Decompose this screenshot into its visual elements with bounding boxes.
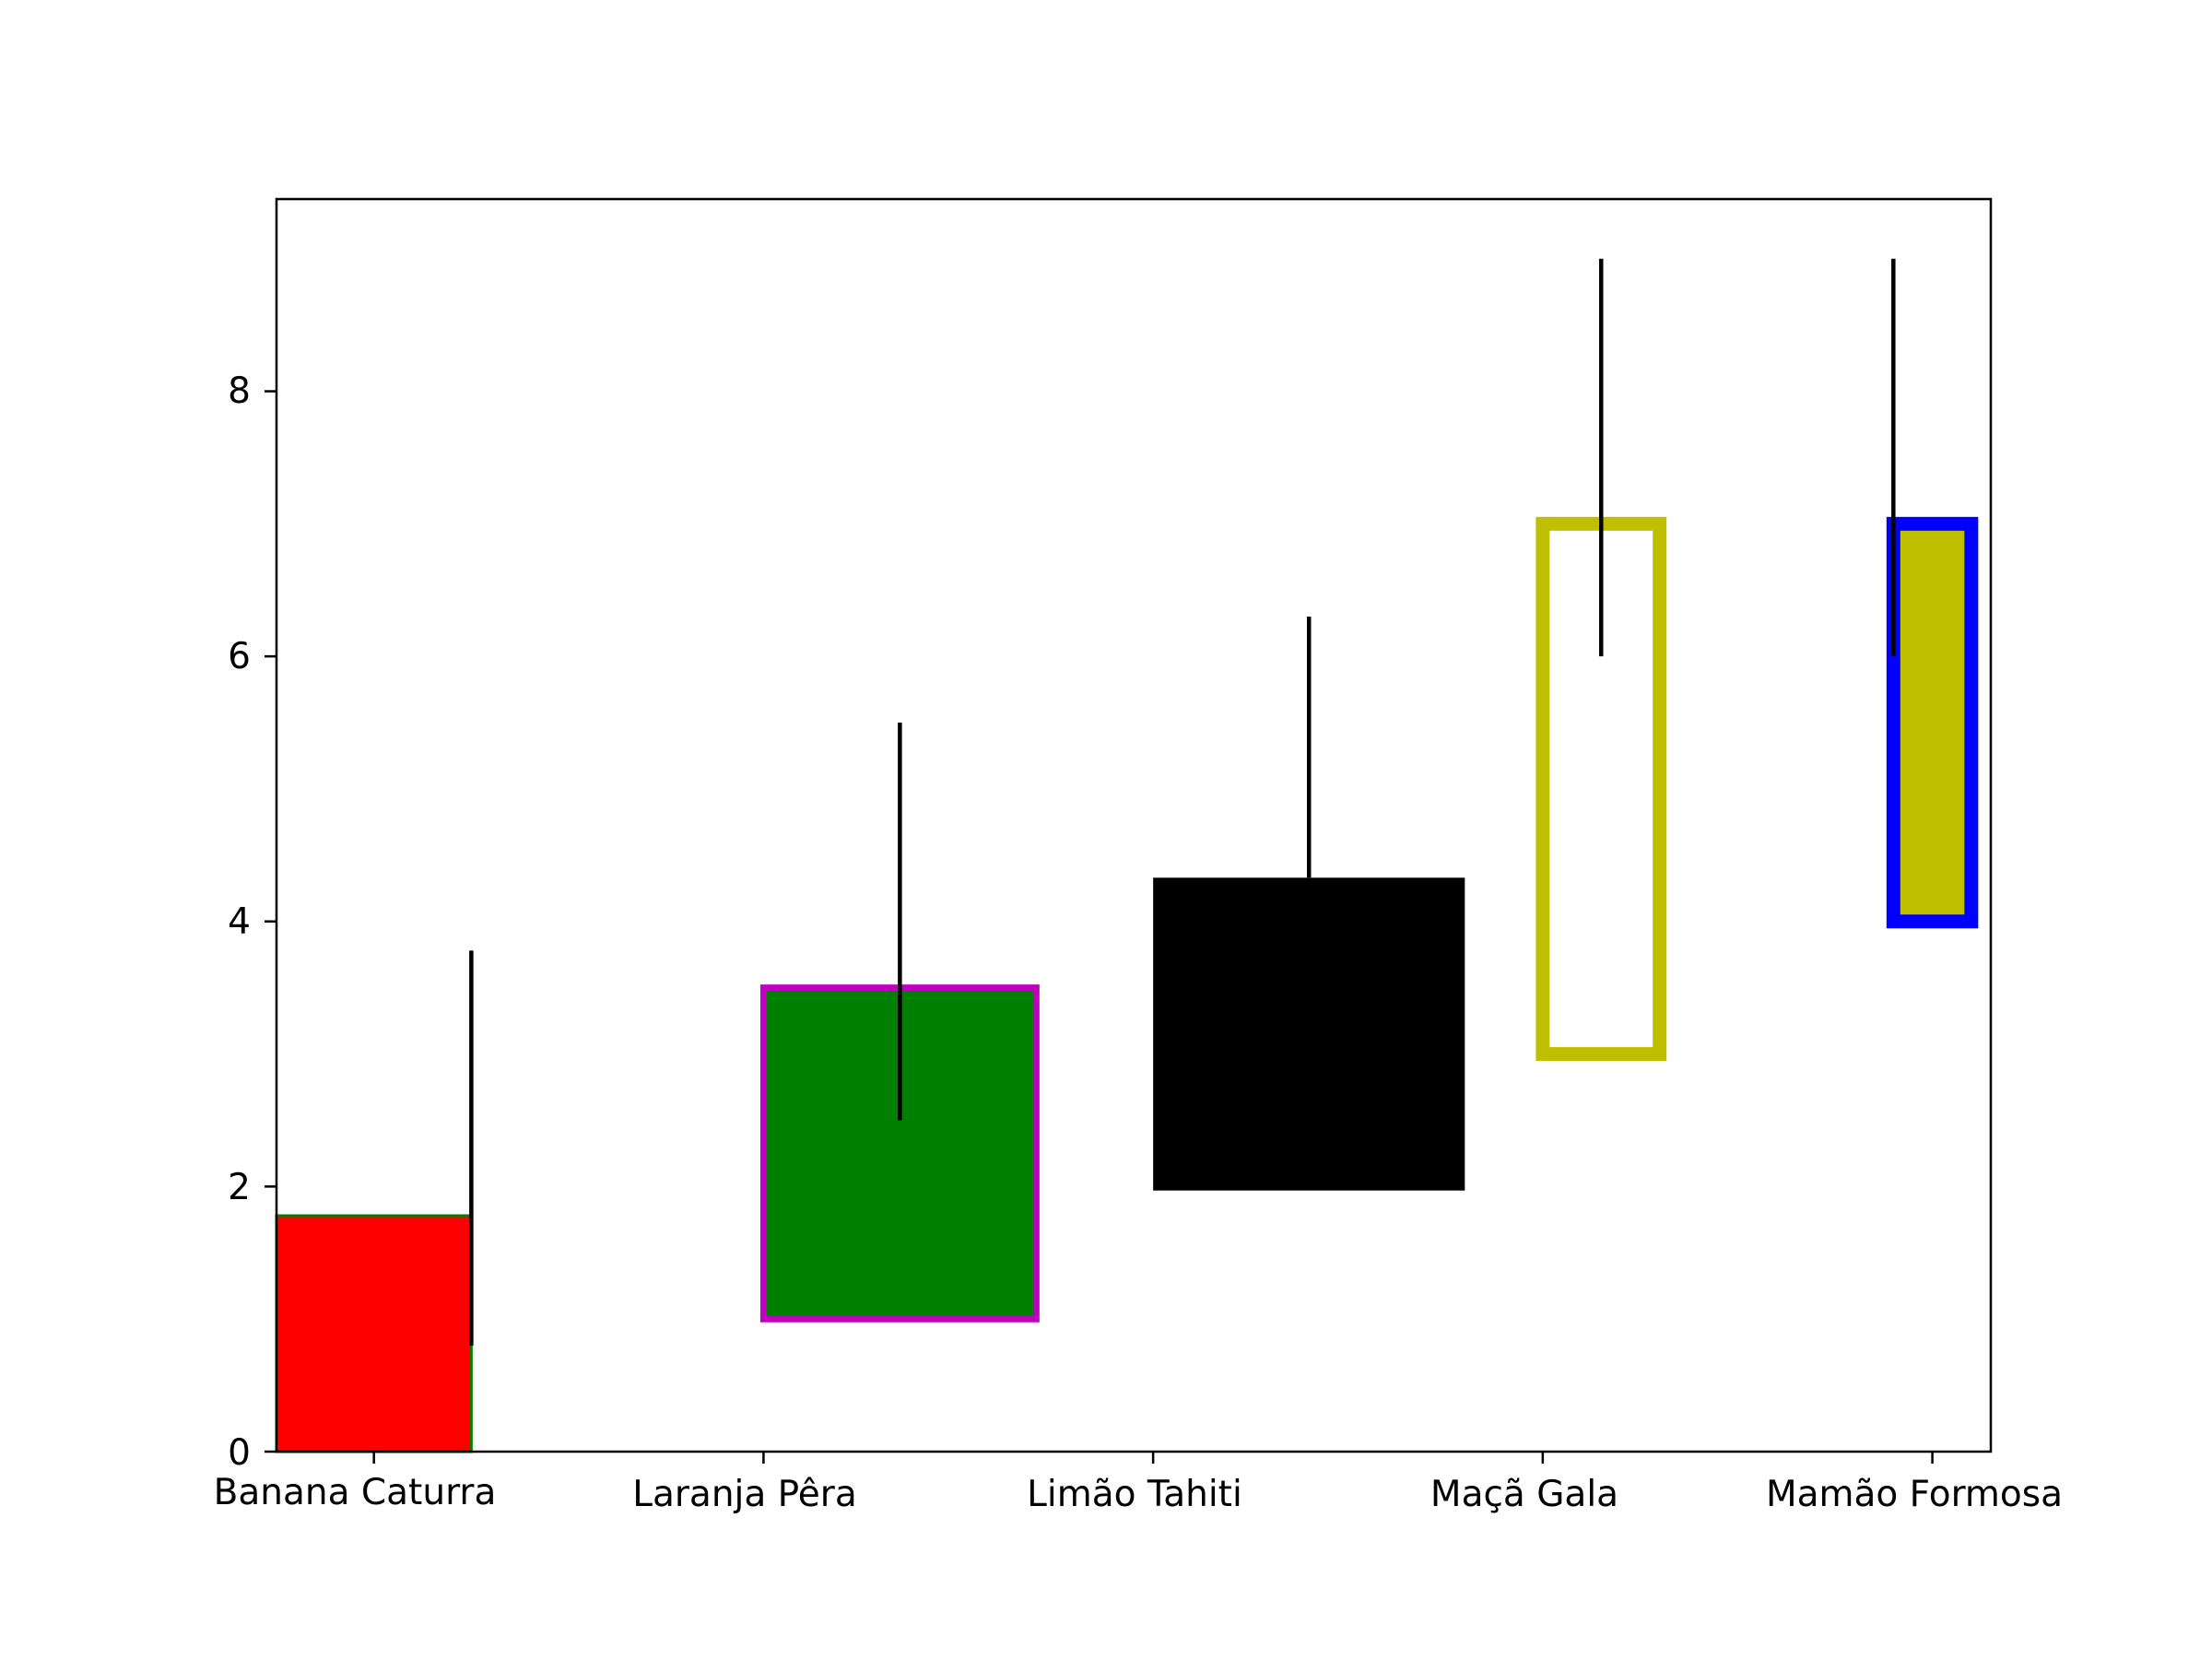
y-tick-label: 6 — [228, 636, 251, 677]
chart-marks — [275, 258, 1979, 1453]
x-tick-label: Maçã Gala — [1430, 1474, 1618, 1515]
bar — [275, 1214, 473, 1453]
x-tick-label: Laranja Pêra — [632, 1474, 856, 1515]
x-tick-label: Mamão Formosa — [1766, 1474, 2063, 1515]
x-tick-label: Limão Tahiti — [1027, 1474, 1242, 1515]
x-tick-label: Banana Caturra — [214, 1472, 497, 1513]
y-tick-label: 4 — [228, 901, 251, 943]
y-tick-label: 2 — [228, 1167, 251, 1208]
x-axis: Banana Caturra Laranja Pêra Limão Tahiti… — [214, 1452, 2063, 1515]
y-tick-label: 0 — [228, 1432, 251, 1474]
bar — [1886, 516, 1979, 929]
y-tick-label: 8 — [228, 371, 251, 412]
bar — [1153, 877, 1465, 1191]
y-axis: 0 2 4 6 8 — [228, 371, 276, 1474]
plot-area-frame — [275, 197, 1993, 1453]
